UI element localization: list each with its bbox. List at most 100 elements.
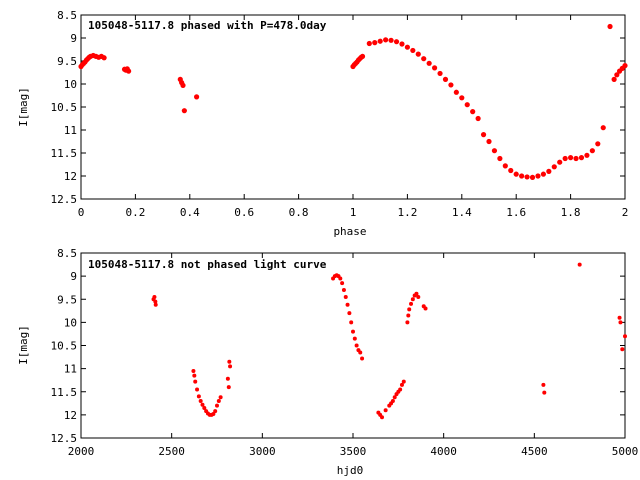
phased-x-tick-label: 0.8 [289,206,309,219]
unphased-data-point [226,385,231,390]
phased-data-point [464,102,470,108]
phased-data-point [372,40,378,46]
unphased-data-point [213,409,218,414]
unphased-data-point [341,288,346,292]
phased-data-point [529,174,536,180]
phased-data-point [497,155,503,162]
unphased-y-tick-label: 12.5 [51,432,78,445]
phased-data-point [383,37,389,43]
phased-data-point [607,23,613,30]
phased-data-point [491,148,498,154]
phased-data-point [540,171,547,177]
phased-data-point [442,76,449,82]
unphased-data-point [392,395,397,400]
phased-axis-ticks: 0 0.2 0.4 0.6 0.8 1 1.2 1.4 1.6 1.8 2 8.5 9 9.5 10 10.5… [51,9,629,219]
unphased-y-axis-label: I[mag] [17,325,30,365]
phased-data-point [486,138,492,145]
unphased-data-point [380,415,385,420]
phased-y-tick-label: 10 [64,78,77,91]
phased-x-tick-label: 1.2 [397,206,417,219]
phased-y-tick-label: 10.5 [51,101,78,114]
unphased-data-point [193,379,198,384]
phased-data-point [470,109,476,115]
phased-data-point [181,108,187,114]
phased-x-axis-label: phase [333,225,366,238]
phased-data-point [502,163,508,169]
phased-data-point [611,76,617,82]
phased-y-tick-label: 11.5 [51,147,78,160]
unphased-y-tick-label: 8.5 [57,247,77,260]
phased-data-point [519,173,525,179]
unphased-data-point [351,329,355,334]
unphased-x-axis-label: hjd0 [337,464,364,477]
phased-x-tick-label: 2 [622,206,629,219]
phased-data-point [410,47,416,54]
unphased-data-point [398,387,403,392]
phased-data-point [573,155,579,162]
unphased-data-point [410,297,415,302]
phased-data-point [126,68,132,74]
unphased-x-tick-label: 2000 [68,445,95,458]
unphased-chart-title: 105048-5117.8 not phased light curve [88,258,327,271]
phased-data-point [101,55,107,61]
unphased-data-point [358,350,363,355]
phased-data-point [459,95,465,101]
unphased-data-point [198,399,203,403]
unphased-y-tick-label: 10.5 [51,340,78,353]
phased-data-point [546,168,552,174]
phased-y-tick-label: 9.5 [57,55,77,68]
unphased-data-point [541,382,546,387]
phased-data-points [78,23,628,180]
unphased-data-point [215,403,219,408]
unphased-data-point [542,390,547,395]
unphased-data-point [383,408,388,413]
phased-x-tick-label: 1.4 [452,206,472,219]
phased-y-tick-label: 9 [70,32,77,45]
phased-x-tick-label: 0.4 [180,206,200,219]
unphased-data-point [354,343,359,348]
phased-data-point [432,65,438,71]
unphased-data-point [407,307,412,312]
phased-data-point [557,159,563,165]
unphased-data-point [349,320,354,325]
phased-x-tick-label: 1.6 [506,206,526,219]
unphased-data-point [228,364,233,369]
phased-data-point [568,155,574,161]
unphased-data-point [340,281,345,286]
unphased-data-point [338,276,343,281]
unphased-data-point [617,315,622,320]
phased-y-tick-label: 8.5 [57,9,77,22]
phased-data-point [595,141,601,147]
unphased-data-point [360,356,365,361]
unphased-data-point [409,301,414,306]
phased-plot-frame [80,14,626,200]
unphased-data-point [405,320,410,325]
unphased-y-tick-label: 11 [64,363,77,376]
phased-data-point [551,164,557,170]
unphased-y-tick-label: 9.5 [57,293,77,306]
unphased-x-tick-label: 2500 [158,445,185,458]
unphased-data-point [352,336,357,341]
phased-data-point [180,82,186,88]
phased-data-point [513,171,519,177]
unphased-data-point [225,376,230,381]
unphased-data-point [216,399,221,403]
unphased-data-point [192,373,197,378]
phased-light-curve-chart: 105048-5117.8 phased with P=478.0day pha… [17,9,628,238]
unphased-data-point [620,347,625,352]
unphased-x-tick-label: 3500 [340,445,367,458]
phased-data-point [622,63,628,69]
phased-data-point [399,41,405,47]
phased-data-point [404,44,410,50]
phased-x-tick-label: 1 [350,206,357,219]
phased-data-point [600,125,606,131]
unphased-data-point [390,399,395,403]
phased-data-point [426,60,432,66]
phased-data-point [578,155,585,161]
unphased-data-point [618,320,623,325]
unphased-data-point [153,299,158,304]
phased-data-point [393,39,400,45]
unphased-y-tick-label: 10 [64,316,77,329]
unphased-data-point [200,402,205,407]
